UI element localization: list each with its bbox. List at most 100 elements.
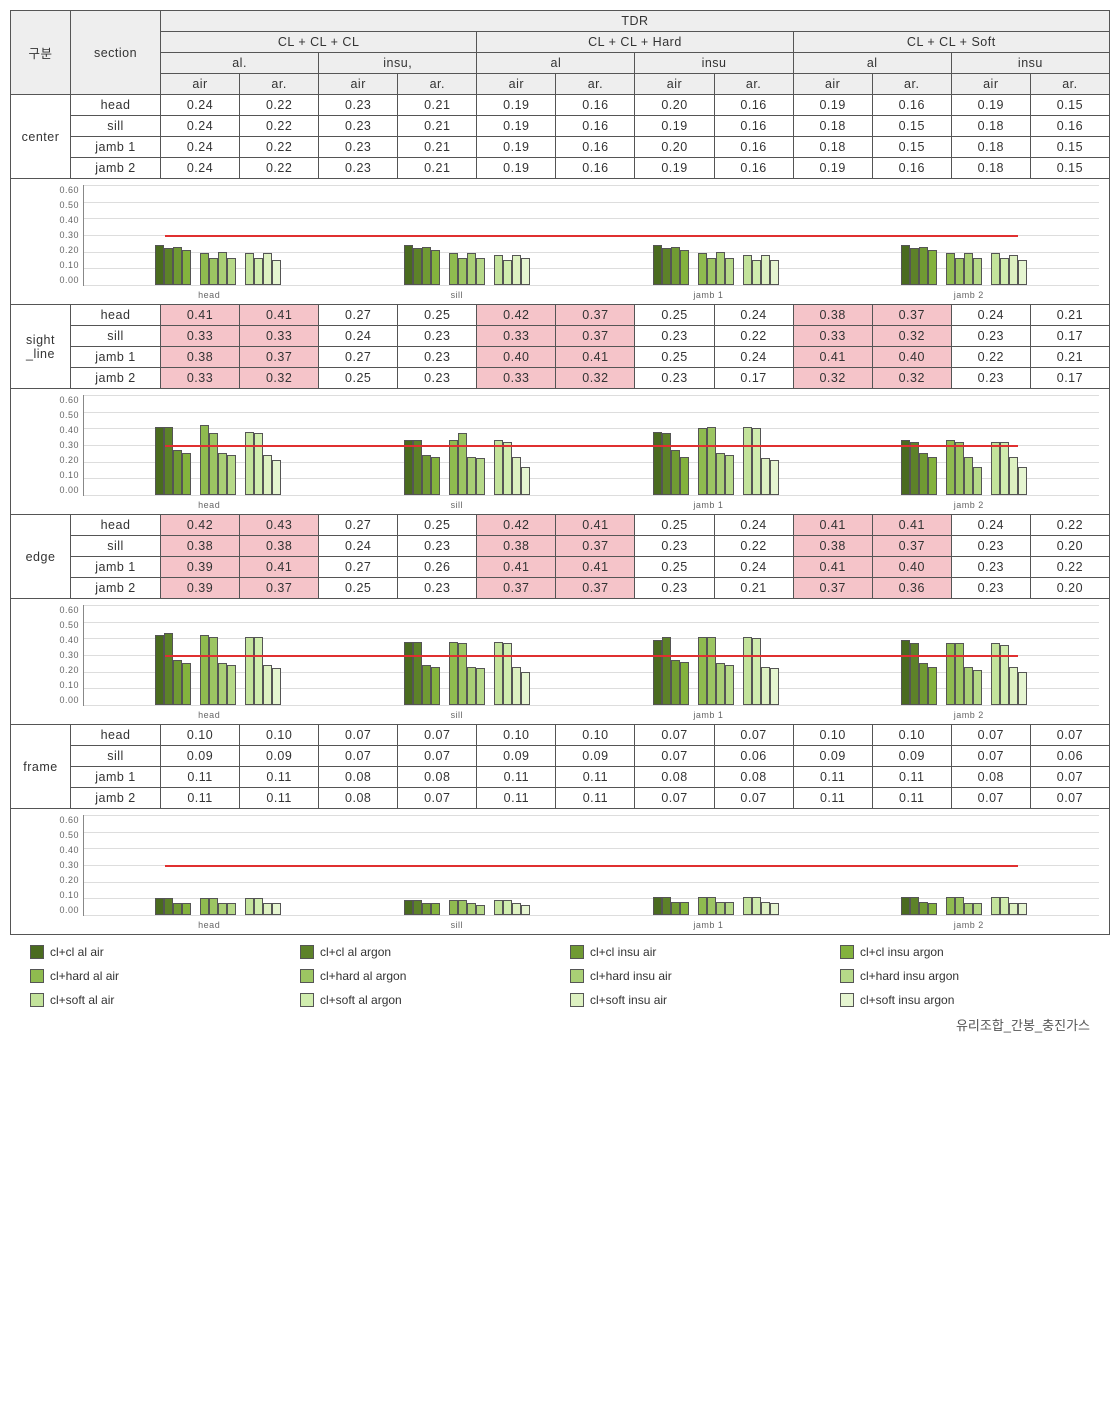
data-cell: 0.17 (1030, 326, 1109, 347)
bar (955, 897, 964, 915)
bar (761, 255, 770, 285)
legend-footer: 유리조합_간봉_충진가스 (30, 1015, 1090, 1034)
data-cell: 0.25 (319, 578, 398, 599)
data-cell: 0.11 (161, 788, 240, 809)
header-tdr: TDR (161, 11, 1110, 32)
bar (227, 665, 236, 705)
data-cell: 0.33 (793, 326, 872, 347)
bar (494, 900, 503, 915)
legend-swatch (300, 945, 314, 959)
data-row: sill0.380.380.240.230.380.370.230.220.38… (11, 536, 1110, 557)
legend-label: cl+hard al argon (320, 969, 406, 983)
bar (227, 903, 236, 915)
data-cell: 0.11 (240, 788, 319, 809)
bar (200, 253, 209, 285)
x-label: head (198, 710, 220, 720)
bar (928, 250, 937, 285)
data-cell: 0.16 (556, 137, 635, 158)
bar (422, 903, 431, 915)
bar (752, 897, 761, 915)
data-cell: 0.40 (872, 557, 951, 578)
data-cell: 0.10 (477, 725, 556, 746)
section-name: sight _line (11, 305, 71, 389)
bar (164, 427, 173, 495)
bar (910, 442, 919, 495)
data-cell: 0.41 (793, 557, 872, 578)
bar (512, 903, 521, 915)
bar (182, 453, 191, 495)
bar (200, 635, 209, 705)
y-tick: 0.40 (51, 425, 79, 435)
bar (919, 902, 928, 915)
bar (761, 902, 770, 915)
bar (458, 433, 467, 495)
header-sub2: ar. (1030, 74, 1109, 95)
data-cell: 0.23 (398, 347, 477, 368)
data-cell: 0.23 (635, 578, 714, 599)
data-cell: 0.22 (240, 158, 319, 179)
data-cell: 0.20 (635, 137, 714, 158)
data-row: centerhead0.240.220.230.210.190.160.200.… (11, 95, 1110, 116)
bar (1018, 467, 1027, 495)
bar (707, 637, 716, 705)
x-label: sill (451, 500, 464, 510)
data-cell: 0.09 (477, 746, 556, 767)
x-label: head (198, 290, 220, 300)
bar (743, 255, 752, 285)
data-cell: 0.11 (793, 767, 872, 788)
legend-swatch (30, 945, 44, 959)
data-cell: 0.07 (398, 725, 477, 746)
row-label: sill (71, 116, 161, 137)
data-cell: 0.08 (398, 767, 477, 788)
data-cell: 0.33 (161, 368, 240, 389)
bar (1009, 903, 1018, 915)
y-tick: 0.30 (51, 650, 79, 660)
data-cell: 0.21 (398, 95, 477, 116)
threshold-line (165, 865, 1018, 867)
data-cell: 0.38 (161, 536, 240, 557)
bar (973, 258, 982, 285)
bar (901, 897, 910, 915)
bar (707, 897, 716, 915)
header-sub1: al (477, 53, 635, 74)
data-cell: 0.15 (1030, 158, 1109, 179)
data-cell: 0.41 (240, 557, 319, 578)
x-label: jamb 2 (954, 290, 984, 300)
data-cell: 0.42 (477, 305, 556, 326)
bar (413, 642, 422, 705)
bar (503, 442, 512, 495)
bar (155, 898, 164, 915)
data-cell: 0.17 (714, 368, 793, 389)
data-cell: 0.07 (1030, 788, 1109, 809)
data-cell: 0.40 (477, 347, 556, 368)
bar (653, 640, 662, 705)
legend-item: cl+cl al air (30, 945, 280, 959)
bar (476, 905, 485, 915)
data-cell: 0.22 (714, 536, 793, 557)
header-group: CL + CL + CL (161, 32, 477, 53)
bar (946, 897, 955, 915)
header-sub1: insu, (319, 53, 477, 74)
data-cell: 0.23 (398, 578, 477, 599)
bar (770, 460, 779, 495)
legend-item: cl+cl al argon (300, 945, 550, 959)
bar (725, 258, 734, 285)
y-tick: 0.10 (51, 890, 79, 900)
legend-label: cl+hard al air (50, 969, 119, 983)
header-section: section (71, 11, 161, 95)
bar (698, 253, 707, 285)
bar (671, 450, 680, 495)
data-cell: 0.23 (398, 536, 477, 557)
chart-plot (83, 395, 1099, 496)
data-cell: 0.37 (556, 578, 635, 599)
data-cell: 0.25 (635, 515, 714, 536)
row-label: jamb 1 (71, 137, 161, 158)
bar (716, 663, 725, 705)
legend-swatch (30, 969, 44, 983)
bar (200, 425, 209, 495)
data-cell: 0.23 (635, 326, 714, 347)
bar (680, 902, 689, 915)
table-header: 구분 section TDR CL + CL + CLCL + CL + Har… (11, 11, 1110, 95)
bar (928, 457, 937, 495)
bar (458, 900, 467, 915)
